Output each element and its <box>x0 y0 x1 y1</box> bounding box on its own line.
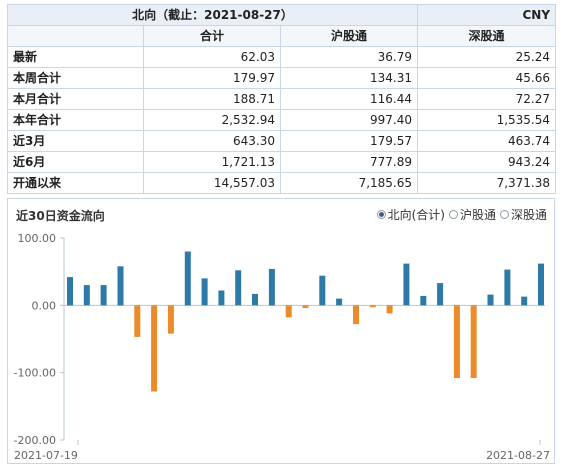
bar <box>134 305 140 337</box>
bar <box>504 270 510 306</box>
bar <box>370 305 376 307</box>
bar <box>521 297 527 306</box>
bar <box>437 283 443 305</box>
y-tick-label: -200.00 <box>14 434 56 447</box>
bar <box>471 305 477 378</box>
bar <box>403 264 409 306</box>
bar <box>269 269 275 305</box>
bar <box>84 285 90 305</box>
bar <box>218 291 224 306</box>
x-end-label: 2021-08-27 <box>486 449 550 462</box>
bar <box>101 285 107 305</box>
bar <box>319 276 325 306</box>
y-tick-label: -100.00 <box>14 367 56 380</box>
bar <box>488 295 494 306</box>
bar <box>168 305 174 333</box>
bar <box>252 294 258 305</box>
bar <box>538 264 544 306</box>
bar <box>286 305 292 317</box>
bar <box>303 305 309 308</box>
bar <box>336 299 342 306</box>
y-tick-label: 0.00 <box>32 299 57 312</box>
x-start-label: 2021-07-19 <box>14 449 78 462</box>
bar <box>118 266 124 305</box>
bar <box>387 305 393 313</box>
bar <box>185 252 191 306</box>
bar <box>454 305 460 378</box>
bar <box>353 305 359 324</box>
y-tick-label: 100.00 <box>18 232 57 245</box>
bar <box>67 277 73 305</box>
bar <box>151 305 157 391</box>
bar <box>235 270 241 305</box>
bar <box>202 278 208 305</box>
bar <box>420 296 426 305</box>
